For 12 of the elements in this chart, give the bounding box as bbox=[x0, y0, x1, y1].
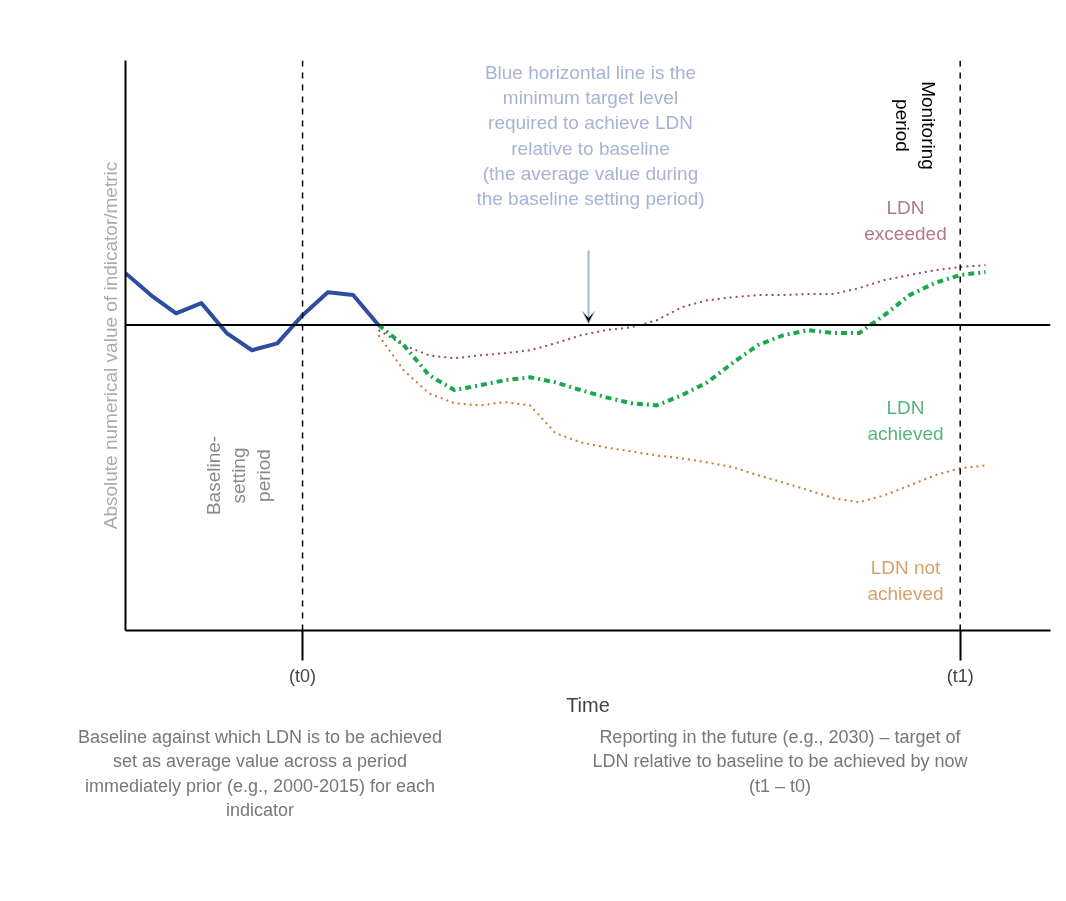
text: Reporting in the future (e.g., 2030) – target of LDN relative to baseline to be achieved by now (t1 – t0) bbox=[591, 726, 969, 798]
text: Baseline against which LDN is to be achieved set as average value across a period immediately prior (e.g., 2000-2015) for each indicator bbox=[76, 726, 444, 822]
text: LDN exceeded bbox=[864, 197, 947, 244]
text: Blue horizontal line is the minimum target level required to achieve LDN relative to baseline (the average value during the baseline setting period) bbox=[476, 62, 705, 209]
text: Monitoring period bbox=[892, 81, 939, 170]
annotation: LDN achieved bbox=[867, 397, 944, 444]
y-axis-title: Absolute numerical value of indicator/metric bbox=[99, 161, 121, 530]
x-tick-label: (t1) bbox=[946, 665, 974, 686]
annotation: LDN not achieved bbox=[867, 557, 944, 604]
annotation: Baseline- setting period bbox=[202, 435, 275, 516]
x-tick-label: (t0) bbox=[289, 665, 317, 686]
x-axis-title: Time bbox=[566, 693, 610, 716]
